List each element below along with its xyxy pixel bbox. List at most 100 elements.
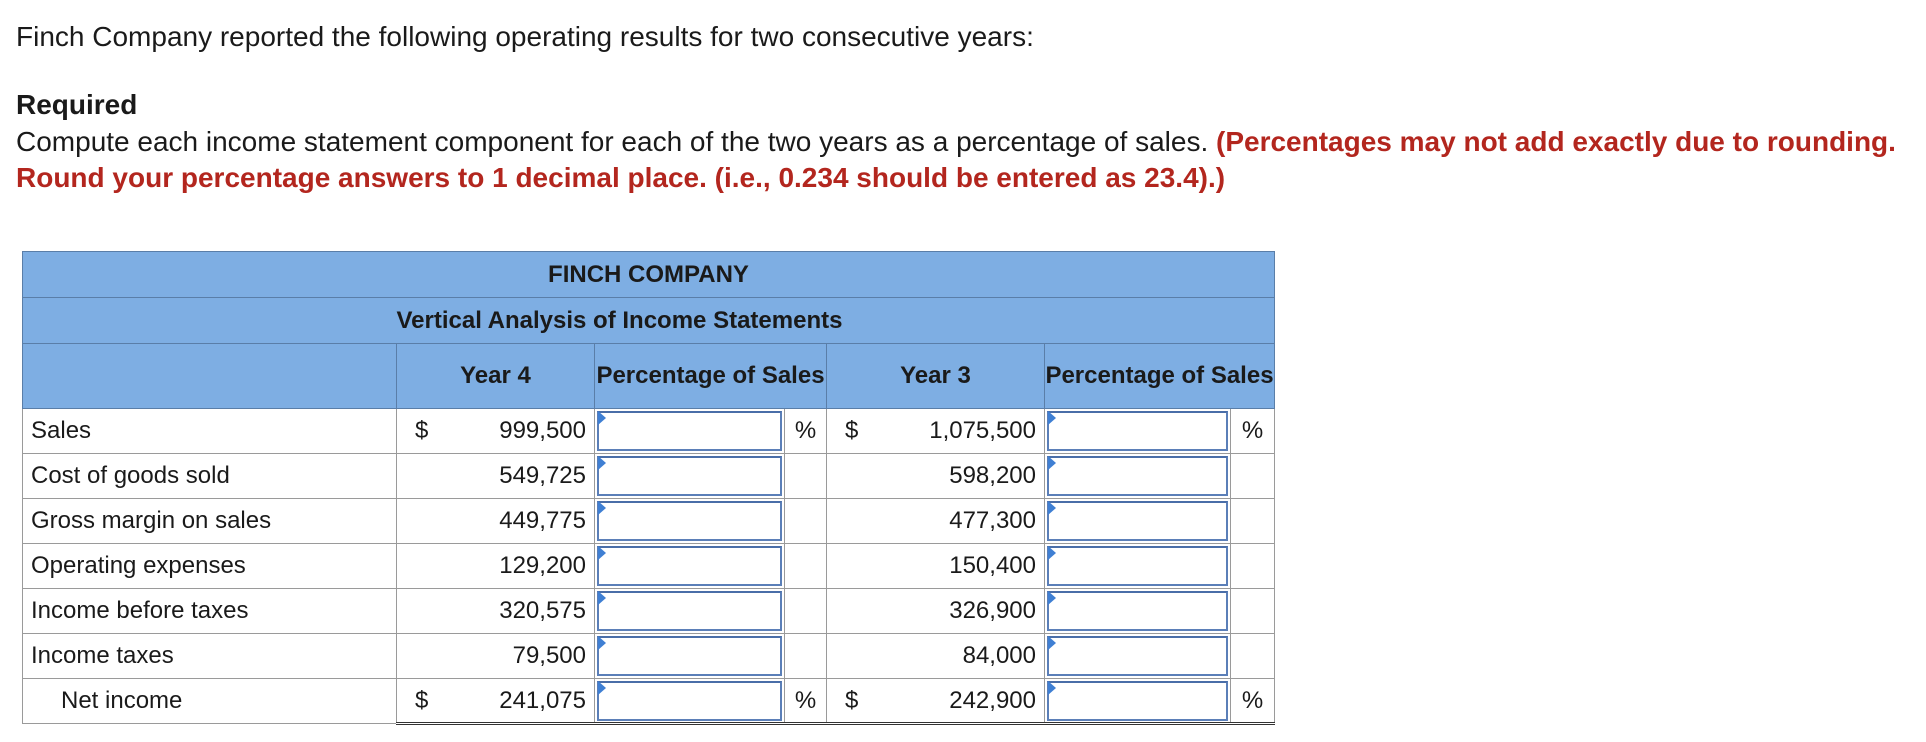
- pct-year4-net-income-input[interactable]: [597, 680, 782, 721]
- pct-year3-operating-expenses-input[interactable]: [1047, 546, 1228, 586]
- amount-year3: 598,200: [876, 453, 1045, 499]
- pct-year4-income-before-taxes-input[interactable]: [597, 591, 782, 631]
- amount-year4: 320,575: [460, 588, 595, 634]
- percent-symbol-year4: [784, 633, 827, 679]
- row-label-sales: Sales: [22, 408, 397, 454]
- company-name: FINCH COMPANY: [22, 251, 1275, 298]
- col-year3: Year 3: [826, 343, 1045, 409]
- percent-symbol-year4: %: [784, 408, 827, 454]
- pct-year3-income-taxes-cell: [1044, 633, 1231, 679]
- amount-year4: 549,725: [460, 453, 595, 499]
- pct-year3-cost-of-goods-sold-cell: [1044, 453, 1231, 499]
- cell-marker-icon: [1048, 411, 1056, 425]
- currency-symbol-year3: $: [826, 408, 877, 454]
- pct-year3-income-taxes-input[interactable]: [1047, 636, 1228, 676]
- pct-year4-income-taxes-input[interactable]: [597, 636, 782, 676]
- pct-year3-income-before-taxes-input[interactable]: [1047, 591, 1228, 631]
- cell-marker-icon: [1048, 636, 1056, 650]
- amount-year3: 242,900: [876, 678, 1045, 725]
- rounding-note: (Percentages may not add exactly due to …: [16, 126, 1896, 193]
- percent-symbol-year3: [1230, 588, 1275, 634]
- pct-year4-cost-of-goods-sold-cell: [594, 453, 785, 499]
- row-label-cost-of-goods-sold: Cost of goods sold: [22, 453, 397, 499]
- percent-symbol-year4: [784, 588, 827, 634]
- currency-symbol-year3: [826, 543, 877, 589]
- pct-year4-cost-of-goods-sold-input[interactable]: [597, 456, 782, 496]
- pct-year4-sales-cell: [594, 408, 785, 454]
- percent-symbol-year4: [784, 498, 827, 544]
- row-label-income-before-taxes: Income before taxes: [22, 588, 397, 634]
- amount-year4: 241,075: [460, 678, 595, 725]
- pct-year3-operating-expenses-cell: [1044, 543, 1231, 589]
- header-columns-row: Year 4 Percentage of Sales Year 3 Percen…: [22, 343, 1275, 409]
- percent-symbol-year3: [1230, 498, 1275, 544]
- pct-year3-sales-input[interactable]: [1047, 411, 1228, 451]
- currency-symbol-year4: $: [396, 408, 461, 454]
- currency-symbol-year4: $: [396, 678, 461, 725]
- pct-year4-income-before-taxes-cell: [594, 588, 785, 634]
- table-row: Net income $241,075% $242,900%: [22, 678, 1275, 725]
- pct-year4-net-income-cell: [594, 678, 785, 725]
- pct-year4-sales-input[interactable]: [597, 411, 782, 451]
- table-row: Sales $999,500% $1,075,500%: [22, 408, 1275, 454]
- percent-symbol-year3: %: [1230, 678, 1275, 725]
- currency-symbol-year3: [826, 453, 877, 499]
- col-year4: Year 4: [396, 343, 595, 409]
- table-row: Income taxes 79,500 84,000: [22, 633, 1275, 679]
- pct-year3-gross-margin-on-sales-input[interactable]: [1047, 501, 1228, 541]
- pct-year4-operating-expenses-input[interactable]: [597, 546, 782, 586]
- vertical-analysis-table: FINCH COMPANY Vertical Analysis of Incom…: [22, 251, 1275, 725]
- currency-symbol-year4: [396, 453, 461, 499]
- pct-year3-cost-of-goods-sold-input[interactable]: [1047, 456, 1228, 496]
- pct-year4-income-taxes-cell: [594, 633, 785, 679]
- cell-marker-icon: [598, 411, 606, 425]
- currency-symbol-year3: [826, 588, 877, 634]
- percent-symbol-year4: [784, 543, 827, 589]
- table-row: Gross margin on sales 449,775 477,300: [22, 498, 1275, 544]
- header-blank: [22, 343, 397, 409]
- pct-year3-gross-margin-on-sales-cell: [1044, 498, 1231, 544]
- intro-text: Finch Company reported the following ope…: [16, 21, 1034, 52]
- percent-symbol-year4: %: [784, 678, 827, 725]
- amount-year3: 477,300: [876, 498, 1045, 544]
- statement-subtitle: Vertical Analysis of Income Statements: [396, 297, 1275, 344]
- currency-symbol-year4: [396, 588, 461, 634]
- currency-symbol-year4: [396, 633, 461, 679]
- percent-symbol-year4: [784, 453, 827, 499]
- currency-symbol-year4: [396, 543, 461, 589]
- cell-marker-icon: [1048, 546, 1056, 560]
- pct-year3-net-income-input[interactable]: [1047, 680, 1228, 721]
- row-label-operating-expenses: Operating expenses: [22, 543, 397, 589]
- header-subtitle-row: Vertical Analysis of Income Statements: [22, 297, 1275, 344]
- cell-marker-icon: [598, 546, 606, 560]
- cell-marker-icon: [1048, 591, 1056, 605]
- row-label-net-income: Net income: [22, 678, 397, 724]
- cell-marker-icon: [598, 636, 606, 650]
- col-pct4: Percentage of Sales: [594, 343, 827, 409]
- pct-year3-sales-cell: [1044, 408, 1231, 454]
- required-instructions: Compute each income statement component …: [16, 124, 1906, 196]
- currency-symbol-year3: [826, 498, 877, 544]
- statement-subtitle-text: Vertical Analysis of Income Statements: [396, 306, 843, 334]
- cell-marker-icon: [1048, 681, 1056, 695]
- pct-year4-operating-expenses-cell: [594, 543, 785, 589]
- pct-year4-gross-margin-on-sales-input[interactable]: [597, 501, 782, 541]
- required-heading: Required: [16, 89, 138, 120]
- cell-marker-icon: [1048, 456, 1056, 470]
- cell-marker-icon: [598, 501, 606, 515]
- percent-symbol-year3: %: [1230, 408, 1275, 454]
- pct-year3-income-before-taxes-cell: [1044, 588, 1231, 634]
- percent-symbol-year3: [1230, 633, 1275, 679]
- amount-year3: 150,400: [876, 543, 1045, 589]
- percent-symbol-year3: [1230, 543, 1275, 589]
- cell-marker-icon: [1048, 501, 1056, 515]
- percent-symbol-year3: [1230, 453, 1275, 499]
- amount-year3: 326,900: [876, 588, 1045, 634]
- currency-symbol-year4: [396, 498, 461, 544]
- table-row: Income before taxes 320,575 326,900: [22, 588, 1275, 634]
- cell-marker-icon: [598, 591, 606, 605]
- row-label-income-taxes: Income taxes: [22, 633, 397, 679]
- amount-year4: 79,500: [460, 633, 595, 679]
- amount-year3: 1,075,500: [876, 408, 1045, 454]
- table-row: Cost of goods sold 549,725 598,200: [22, 453, 1275, 499]
